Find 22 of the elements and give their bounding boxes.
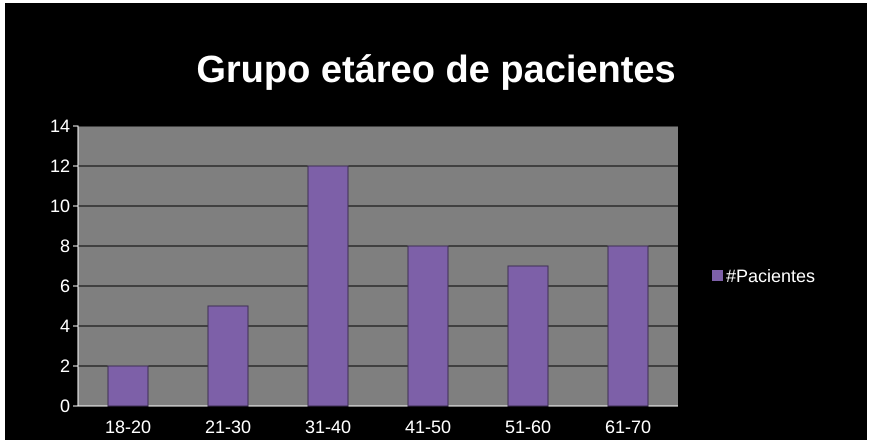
bar bbox=[508, 266, 548, 406]
x-tick-label: 21-30 bbox=[204, 416, 252, 437]
bar bbox=[608, 246, 648, 406]
y-tick-label: 14 bbox=[50, 116, 70, 136]
bar bbox=[308, 166, 348, 406]
y-tick-label: 12 bbox=[50, 156, 70, 176]
legend-label: #Pacientes bbox=[726, 266, 816, 286]
y-tick-label: 10 bbox=[50, 196, 70, 216]
x-tick-label: 31-40 bbox=[304, 416, 352, 437]
y-tick-label: 6 bbox=[60, 276, 70, 296]
y-tick-label: 2 bbox=[60, 356, 70, 376]
x-tick-label: 18-20 bbox=[104, 416, 152, 437]
y-tick-label: 0 bbox=[60, 396, 70, 416]
bar bbox=[208, 306, 248, 406]
x-tick-label: 51-60 bbox=[504, 416, 552, 437]
x-tick-label: 41-50 bbox=[404, 416, 452, 437]
x-tick-label: 61-70 bbox=[604, 416, 652, 437]
y-tick-label: 4 bbox=[60, 316, 70, 336]
y-tick-label: 8 bbox=[60, 236, 70, 256]
chart-title: Grupo etáreo de pacientes bbox=[196, 49, 676, 91]
bar bbox=[108, 366, 148, 406]
bar bbox=[408, 246, 448, 406]
